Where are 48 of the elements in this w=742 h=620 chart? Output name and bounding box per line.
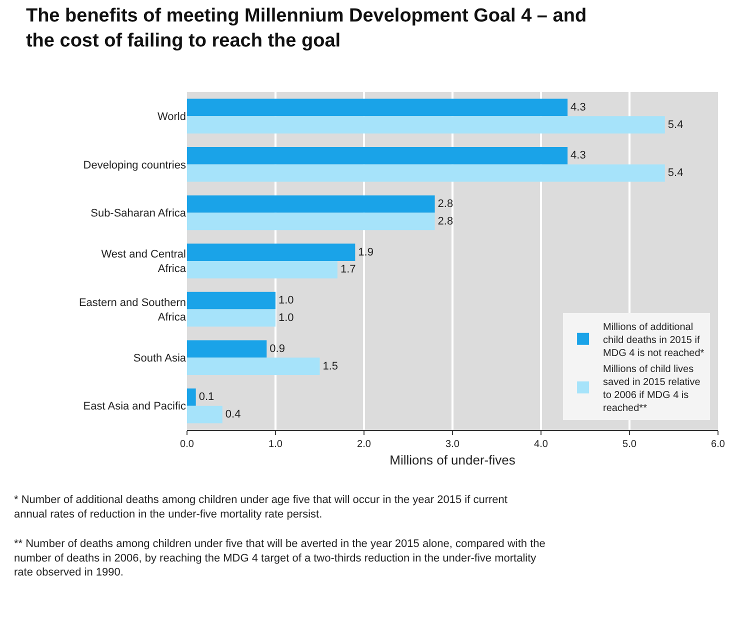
x-tick-label: 1.0 [268, 439, 283, 450]
x-tick-label: 6.0 [711, 439, 726, 450]
text: * Number of additional deaths among children under age five that will occur in the year 2015 if current annual rates of reduction in the under-five mortality rate persist. [14, 494, 508, 520]
bar [187, 406, 222, 424]
data-label: 1.5 [322, 360, 338, 372]
x-tick-label: 4.0 [534, 439, 548, 450]
data-label: 0.9 [270, 342, 285, 355]
y-tick-label: Developing countries [83, 159, 186, 172]
data-label: 5.4 [668, 167, 684, 180]
chart-title: The benefits of meeting Millennium Development Goal 4 – and the cost of failing to reach the goal [26, 6, 587, 52]
legend-label: Millions of additional child deaths in 2015 if MDG 4 is not reached* [603, 322, 704, 359]
y-tick-label: Eastern and Southern Africa [78, 296, 187, 324]
data-label: 5.4 [668, 118, 684, 131]
x-tick-label: 5.0 [622, 439, 637, 450]
bar [187, 358, 320, 375]
data-label: 1.0 [278, 312, 294, 324]
bar [187, 261, 338, 278]
bar [187, 212, 435, 230]
data-label: 4.3 [570, 101, 586, 114]
bar [187, 309, 276, 327]
data-label: 1.0 [278, 294, 294, 307]
bar [187, 292, 276, 310]
x-tick-label: 3.0 [446, 439, 460, 450]
bar [187, 116, 665, 134]
bar [187, 340, 267, 358]
y-tick-label: World [157, 110, 186, 123]
data-label: 2.8 [438, 198, 454, 210]
data-label: 0.1 [198, 391, 214, 404]
bar [187, 195, 435, 213]
legend-label: Millions of child lives saved in 2015 relative to 2006 if MDG 4 is reached** [603, 364, 701, 414]
y-tick-label: West and Central Africa [101, 248, 187, 275]
data-label: 1.7 [340, 264, 356, 276]
x-tick-label: 2.0 [357, 439, 372, 450]
x-tick-label: 0.0 [180, 439, 194, 450]
bar [187, 244, 356, 261]
bar [187, 147, 568, 164]
bar [187, 98, 568, 116]
data-label: 0.4 [225, 408, 241, 421]
text: ** Number of deaths among children under five that will be averted in the year 2015 alone, compared with the number of deaths in 2006, by reaching the MDG 4 target of a two-thirds reduction in the under-five mortality rate observed in 1990. [14, 538, 546, 579]
y-tick-label: East Asia and Pacific [83, 400, 186, 413]
data-label: 1.9 [358, 246, 374, 258]
data-label: 2.8 [438, 215, 454, 228]
bar [187, 164, 665, 182]
data-label: 4.3 [570, 150, 586, 162]
bar [187, 388, 196, 406]
x-axis-title: Millions of under-fives [390, 452, 516, 468]
y-tick-label: Sub-Saharan Africa [90, 208, 187, 220]
y-tick-label: South Asia [133, 352, 187, 364]
